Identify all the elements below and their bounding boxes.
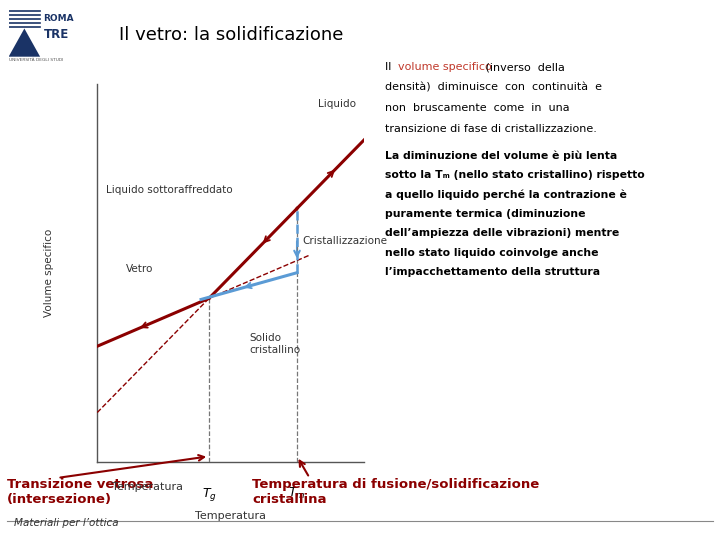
Text: volume specifico: volume specifico <box>398 62 492 72</box>
Text: La diminuzione del volume è più lenta: La diminuzione del volume è più lenta <box>385 150 618 161</box>
Text: Materiali per l’ottica: Materiali per l’ottica <box>14 518 119 528</box>
Text: ROMA: ROMA <box>43 14 74 23</box>
Text: Temperatura: Temperatura <box>112 482 183 492</box>
Text: a quello liquido perché la contrazione è: a quello liquido perché la contrazione è <box>385 190 627 200</box>
Text: Liquido: Liquido <box>318 99 356 109</box>
Text: $T_g$: $T_g$ <box>202 486 217 503</box>
Text: non  bruscamente  come  in  una: non bruscamente come in una <box>385 103 570 113</box>
Text: $T_m$: $T_m$ <box>288 486 306 501</box>
Text: sotto la Tₘ (nello stato cristallino) rispetto: sotto la Tₘ (nello stato cristallino) ri… <box>385 170 645 180</box>
Text: puramente termica (diminuzione: puramente termica (diminuzione <box>385 209 585 219</box>
Text: Cristallizzazione: Cristallizzazione <box>302 235 387 246</box>
Text: Temperatura: Temperatura <box>195 511 266 521</box>
Text: UNIVERSITÀ DEGLI STUDI: UNIVERSITÀ DEGLI STUDI <box>9 58 63 62</box>
Polygon shape <box>9 29 40 57</box>
Text: Il: Il <box>385 62 395 72</box>
Text: Temperatura di fusione/solidificazione
cristallina: Temperatura di fusione/solidificazione c… <box>252 478 539 506</box>
Text: Solido
cristallino: Solido cristallino <box>249 333 300 355</box>
Text: dell’ampiezza delle vibrazioni) mentre: dell’ampiezza delle vibrazioni) mentre <box>385 228 619 238</box>
Text: Liquido sottoraffreddato: Liquido sottoraffreddato <box>106 185 233 194</box>
Text: TRE: TRE <box>43 28 68 40</box>
Text: Il vetro: la solidificazione: Il vetro: la solidificazione <box>119 26 343 44</box>
Text: nello stato liquido coinvolge anche: nello stato liquido coinvolge anche <box>385 248 599 258</box>
Text: l’impacchettamento della struttura: l’impacchettamento della struttura <box>385 267 600 278</box>
Text: Vetro: Vetro <box>126 264 153 274</box>
Text: Transizione vetrosa
(intersezione): Transizione vetrosa (intersezione) <box>7 478 153 506</box>
Text: transizione di fase di cristallizzazione.: transizione di fase di cristallizzazione… <box>385 124 597 134</box>
Text: Volume specifico: Volume specifico <box>44 228 54 317</box>
Text: densità)  diminuisce  con  continuità  e: densità) diminuisce con continuità e <box>385 83 602 93</box>
Text: (inverso  della: (inverso della <box>482 62 565 72</box>
